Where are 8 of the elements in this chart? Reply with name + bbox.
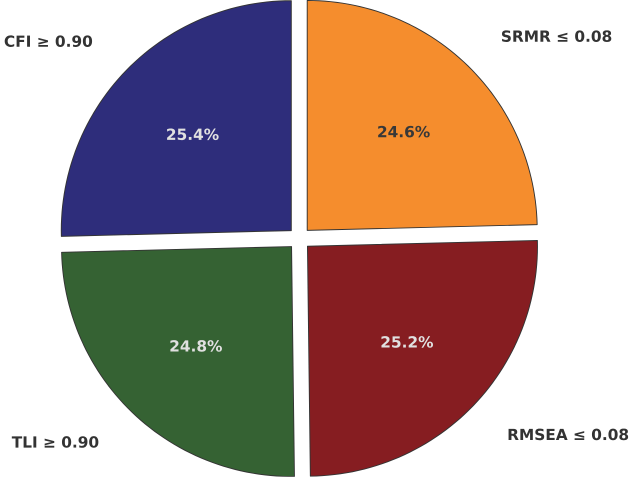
data-label: 25.4%	[167, 128, 219, 140]
data-label: 24.6%	[378, 126, 430, 138]
slice-label: RMSEA ≤ 0.08	[508, 428, 628, 440]
slice-label: TLI ≥ 0.90	[12, 436, 98, 448]
slice-label: SRMR ≤ 0.08	[502, 30, 612, 42]
slice-label: CFI ≥ 0.90	[4, 35, 92, 48]
data-label: 25.2%	[381, 336, 434, 348]
data-label: 24.8%	[170, 340, 222, 352]
